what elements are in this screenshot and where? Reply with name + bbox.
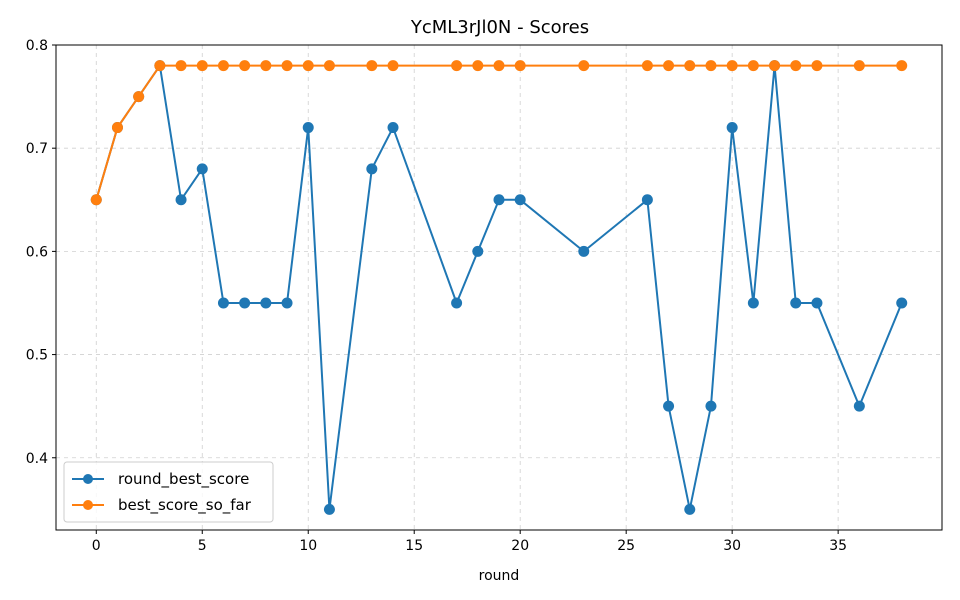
data-point-round-best-score xyxy=(578,245,590,257)
plot-frame xyxy=(55,44,943,531)
data-point-best-score-so-far xyxy=(578,60,590,72)
data-point-best-score-so-far xyxy=(451,60,463,72)
legend-label-best-score-so-far: best_score_so_far xyxy=(118,496,252,515)
data-point-round-best-score xyxy=(641,194,653,206)
data-point-round-best-score xyxy=(705,400,717,412)
data-point-best-score-so-far xyxy=(811,60,823,72)
series-line-round-best-score xyxy=(95,64,903,511)
data-point-best-score-so-far xyxy=(514,60,526,72)
data-point-round-best-score xyxy=(387,122,399,134)
y-tick-label: 0.7 xyxy=(26,141,48,157)
data-point-round-best-score xyxy=(217,297,229,309)
data-point-best-score-so-far xyxy=(705,60,717,72)
legend-box xyxy=(63,461,274,523)
series-best-score-so-far xyxy=(90,60,908,206)
data-point-round-best-score xyxy=(366,163,378,175)
legend-marker-round-best-score xyxy=(83,474,93,484)
data-point-best-score-so-far xyxy=(133,91,145,103)
data-point-best-score-so-far xyxy=(323,60,335,72)
data-point-best-score-so-far xyxy=(217,60,229,72)
data-point-round-best-score xyxy=(896,297,908,309)
data-point-round-best-score xyxy=(514,194,526,206)
x-axis: 0 5 10 15 20 25 30 35 xyxy=(92,530,847,554)
data-point-round-best-score xyxy=(726,122,738,134)
data-point-round-best-score xyxy=(175,194,187,206)
data-point-best-score-so-far xyxy=(684,60,696,72)
data-point-best-score-so-far xyxy=(726,60,738,72)
legend-marker-best-score-so-far xyxy=(83,500,93,510)
data-point-best-score-so-far xyxy=(769,60,781,72)
data-point-best-score-so-far xyxy=(302,60,314,72)
y-tick-label: 0.5 xyxy=(26,348,48,364)
data-point-best-score-so-far xyxy=(747,60,759,72)
x-tick-label: 15 xyxy=(405,538,423,554)
data-point-round-best-score xyxy=(260,297,272,309)
data-point-best-score-so-far xyxy=(175,60,187,72)
y-axis: 0.4 0.5 0.6 0.7 0.8 xyxy=(26,38,56,467)
x-tick-label: 25 xyxy=(617,538,635,554)
data-point-best-score-so-far xyxy=(387,60,399,72)
series-round-best-score xyxy=(90,60,908,515)
data-point-round-best-score xyxy=(853,400,865,412)
data-point-round-best-score xyxy=(811,297,823,309)
data-point-round-best-score xyxy=(493,194,505,206)
x-tick-label: 5 xyxy=(198,538,207,554)
data-point-round-best-score xyxy=(196,163,208,175)
x-tick-label: 20 xyxy=(511,538,529,554)
data-point-round-best-score xyxy=(790,297,802,309)
data-point-best-score-so-far xyxy=(896,60,908,72)
data-point-best-score-so-far xyxy=(260,60,272,72)
x-tick-label: 35 xyxy=(829,538,847,554)
data-point-round-best-score xyxy=(451,297,463,309)
data-point-round-best-score xyxy=(472,245,484,257)
data-point-best-score-so-far xyxy=(90,194,102,206)
data-point-round-best-score xyxy=(684,503,696,515)
data-point-best-score-so-far xyxy=(281,60,293,72)
legend-label-round-best-score: round_best_score xyxy=(118,470,249,489)
data-point-round-best-score xyxy=(239,297,251,309)
data-point-best-score-so-far xyxy=(366,60,378,72)
data-point-round-best-score xyxy=(281,297,293,309)
data-point-best-score-so-far xyxy=(239,60,251,72)
x-axis-label: round xyxy=(479,568,520,584)
y-tick-label: 0.8 xyxy=(26,38,48,54)
chart-title: YcML3rJl0N - Scores xyxy=(410,17,589,38)
data-point-best-score-so-far xyxy=(154,60,166,72)
y-tick-label: 0.4 xyxy=(26,451,48,467)
data-point-best-score-so-far xyxy=(641,60,653,72)
data-point-best-score-so-far xyxy=(790,60,802,72)
data-point-best-score-so-far xyxy=(663,60,675,72)
series-layer xyxy=(90,60,908,515)
legend: round_best_score best_score_so_far xyxy=(63,461,274,523)
data-point-round-best-score xyxy=(747,297,759,309)
x-tick-label: 30 xyxy=(723,538,741,554)
data-point-round-best-score xyxy=(323,503,335,515)
data-point-best-score-so-far xyxy=(111,122,123,134)
data-point-best-score-so-far xyxy=(196,60,208,72)
x-tick-label: 10 xyxy=(299,538,317,554)
data-point-round-best-score xyxy=(302,122,314,134)
data-point-best-score-so-far xyxy=(493,60,505,72)
x-tick-label: 0 xyxy=(92,538,101,554)
data-point-round-best-score xyxy=(663,400,675,412)
y-tick-label: 0.6 xyxy=(26,244,48,260)
data-point-best-score-so-far xyxy=(853,60,865,72)
data-point-best-score-so-far xyxy=(472,60,484,72)
